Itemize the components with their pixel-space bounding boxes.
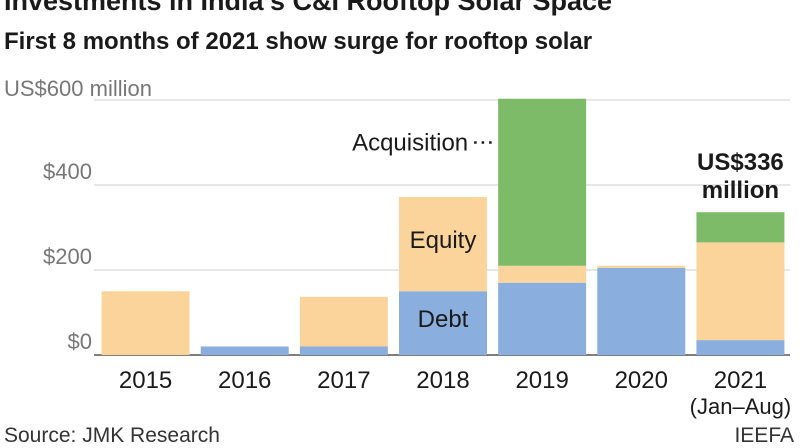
source-note: Source: JMK Research (4, 424, 220, 447)
bar-segment-equity (597, 265, 686, 268)
x-tick-label: 2021 (714, 367, 767, 394)
bar-segment-debt (399, 291, 487, 355)
chart-title: Investments in India's C&I Rooftop Solar… (4, 0, 613, 16)
equity-label: Equity (410, 227, 477, 254)
bar-segment-equity (696, 242, 785, 341)
total-2021-label-line1: US$336 (697, 149, 784, 176)
x-tick-label: 2015 (119, 367, 172, 394)
chart-subtitle: First 8 months of 2021 show surge for ro… (4, 28, 593, 55)
y-tick-label: $0 (68, 329, 92, 354)
labels: Acquisition Equity Debt US$336 million $… (4, 76, 791, 419)
bar-segment-acquisition (696, 212, 785, 243)
bar-segment-equity (399, 196, 487, 292)
y-tick-label: $200 (43, 244, 92, 269)
bar-segment-equity (299, 296, 388, 347)
x-tick-label: 2018 (416, 367, 469, 394)
bar-segment-debt (696, 340, 785, 355)
bar-segment-acquisition (498, 98, 587, 266)
bar-segment-equity (498, 265, 587, 283)
bar-segment-debt (299, 346, 388, 355)
x-tick-label: 2016 (218, 367, 271, 394)
credit-label: IEEFA (734, 424, 794, 447)
y-tick-label: $400 (43, 159, 92, 184)
x-tick-label: 2019 (515, 367, 568, 394)
bars (101, 98, 785, 355)
bar-segment-debt (200, 346, 289, 355)
bar-segment-debt (498, 282, 587, 355)
acquisition-label: Acquisition (352, 130, 468, 157)
y-tick-label: US$600 million (4, 76, 152, 101)
x-tick-label: 2017 (317, 367, 370, 394)
x-tick-sublabel: (Jan–Aug) (690, 394, 792, 419)
bar-segment-debt (597, 267, 686, 355)
bar-segment-equity (101, 291, 190, 355)
debt-label: Debt (418, 306, 469, 333)
total-2021-label-line2: million (702, 177, 779, 204)
x-tick-label: 2020 (615, 367, 668, 394)
